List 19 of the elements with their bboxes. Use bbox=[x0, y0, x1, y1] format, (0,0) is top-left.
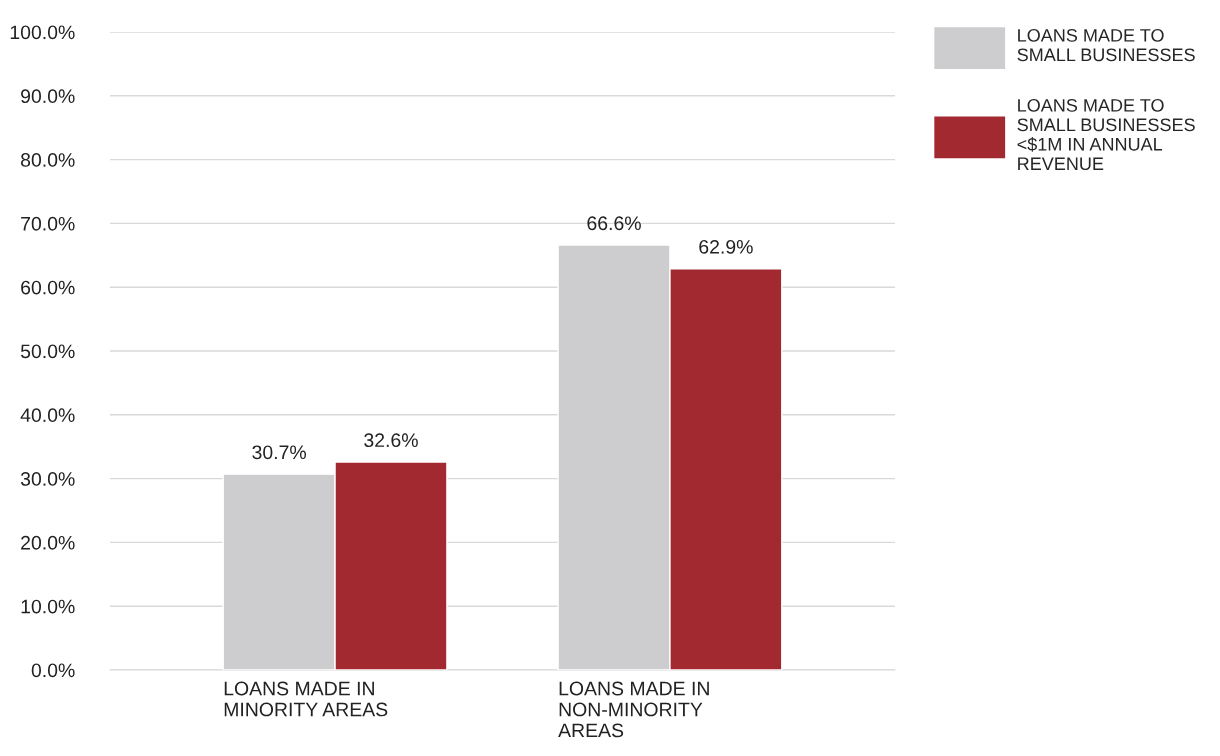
y-tick-label: 50.0% bbox=[20, 344, 75, 359]
x-tick-label: LOANS MADE IN MINORITY AREAS bbox=[224, 681, 388, 717]
data-label: 32.6% bbox=[364, 433, 418, 448]
x-tick-label: LOANS MADE IN NON-MINORITY AREAS bbox=[558, 681, 709, 738]
y-tick-label: 10.0% bbox=[21, 599, 75, 614]
data-label: 62.9% bbox=[699, 239, 753, 254]
legend-label: LOANS MADE TO SMALL BUSINESSES <$1M IN ANNUAL REVENUE bbox=[1017, 98, 1195, 171]
y-tick-label: 20.0% bbox=[21, 535, 75, 550]
y-tick-label: 70.0% bbox=[21, 216, 75, 231]
y-tick-label: 0.0% bbox=[31, 663, 75, 678]
data-label: 30.7% bbox=[252, 445, 306, 460]
legend-label: LOANS MADE TO SMALL BUSINESSES bbox=[1017, 28, 1195, 62]
data-label: 66.6% bbox=[587, 216, 641, 231]
y-tick-label: 40.0% bbox=[20, 408, 75, 423]
y-tick-label: 90.0% bbox=[21, 89, 75, 104]
y-tick-label: 100.0% bbox=[10, 25, 75, 40]
y-tick-label: 80.0% bbox=[20, 153, 75, 167]
y-tick-label: 60.0% bbox=[21, 280, 75, 295]
y-tick-label: 30.0% bbox=[20, 472, 75, 486]
